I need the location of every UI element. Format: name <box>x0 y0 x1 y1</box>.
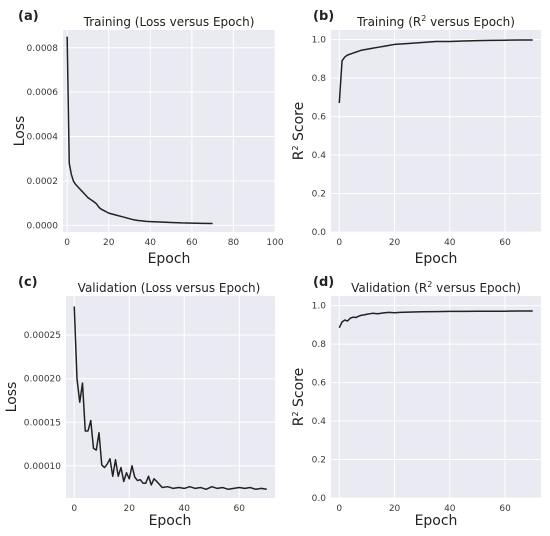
panel-d: (d) Validation (R2 versus Epoch) 0 20 40 60… <box>291 275 541 529</box>
x-axis-label-b: Epoch <box>415 251 458 267</box>
y-axis-label-b: R2 Score <box>291 102 307 161</box>
chart-title-d: Validation (R2 versus Epoch) <box>351 280 521 295</box>
y-tick-a-0: 0.0000 <box>27 221 59 231</box>
y-tick-labels-c: 0.00010 0.00015 0.00020 0.00025 <box>24 331 61 472</box>
x-tick-c-2: 40 <box>179 504 191 514</box>
panel-c: (c) Validation (Loss versus Epoch) 0 20 40… <box>4 275 275 529</box>
panel-a: (a) Training (Loss versus Epoch) 0 20 40 60… <box>12 9 284 267</box>
chart-title-b: Training (R2 versus Epoch) <box>356 14 515 29</box>
series-line-c-0 <box>73 306 267 491</box>
y-tick-labels-a: 0.0000 0.0002 0.0004 0.0006 0.0008 <box>27 44 59 232</box>
x-axis-label-c: Epoch <box>149 513 192 529</box>
y-axis-label-d: R2 Score <box>291 368 307 427</box>
y-tick-b-2: 0.4 <box>312 151 327 161</box>
series-lines-b <box>338 39 533 104</box>
y-tick-labels-b: 0.0 0.2 0.4 0.6 0.8 1.0 <box>312 36 327 238</box>
series-line-d-0 <box>338 310 533 329</box>
gridlines-b <box>331 30 541 233</box>
gridlines-a <box>63 30 276 232</box>
panel-label-b: (b) <box>313 9 334 24</box>
x-tick-c-0: 0 <box>71 504 77 514</box>
plot-area-a <box>63 30 275 232</box>
x-tick-c-1: 20 <box>124 504 136 514</box>
plot-area-c <box>66 296 275 498</box>
x-tick-b-2: 40 <box>444 238 456 248</box>
x-tick-d-0: 0 <box>336 504 342 514</box>
x-tick-a-3: 60 <box>186 238 198 248</box>
gridlines-d <box>331 296 541 499</box>
y-tick-b-4: 0.8 <box>312 74 327 84</box>
chart-title-a: Training (Loss versus Epoch) <box>83 15 255 29</box>
y-tick-a-2: 0.0004 <box>27 133 59 143</box>
y-tick-c-0: 0.00010 <box>24 462 61 472</box>
y-tick-c-3: 0.00025 <box>24 331 61 341</box>
x-axis-label-d: Epoch <box>415 513 458 529</box>
y-tick-d-5: 1.0 <box>312 302 327 312</box>
gridlines-c <box>66 296 275 498</box>
x-tick-a-2: 40 <box>145 238 157 248</box>
y-axis-label-a: Loss <box>12 116 28 147</box>
x-tick-d-1: 20 <box>389 504 401 514</box>
y-tick-b-1: 0.2 <box>312 190 326 200</box>
x-tick-labels-d: 0 20 40 60 <box>336 504 511 514</box>
x-tick-labels-c: 0 20 40 60 <box>71 504 245 514</box>
x-tick-labels-b: 0 20 40 60 <box>336 238 511 248</box>
plot-area-b <box>331 30 541 232</box>
y-tick-labels-d: 0.0 0.2 0.4 0.6 0.8 1.0 <box>312 302 327 504</box>
panel-b: (b) Training (R2 versus Epoch) 0 20 40 60 0… <box>291 9 541 267</box>
y-tick-c-2: 0.00020 <box>24 375 61 385</box>
y-tick-d-3: 0.6 <box>312 379 327 389</box>
x-tick-a-0: 0 <box>64 238 70 248</box>
y-tick-a-3: 0.0006 <box>27 88 59 98</box>
x-tick-labels-a: 0 20 40 60 80 100 <box>64 238 284 248</box>
x-axis-label-a: Epoch <box>148 251 191 267</box>
y-tick-a-1: 0.0002 <box>27 177 59 187</box>
x-tick-a-4: 80 <box>228 238 240 248</box>
y-tick-d-2: 0.4 <box>312 417 327 427</box>
panel-label-a: (a) <box>18 9 39 24</box>
y-tick-d-4: 0.8 <box>312 340 327 350</box>
y-axis-label-c: Loss <box>4 382 20 413</box>
plot-area-d <box>331 296 541 498</box>
series-line-b-0 <box>338 39 533 104</box>
x-tick-d-2: 40 <box>444 504 456 514</box>
series-lines-d <box>338 310 533 329</box>
y-tick-b-0: 0.0 <box>312 228 327 238</box>
y-tick-d-0: 0.0 <box>312 494 327 504</box>
series-lines-a <box>66 36 213 225</box>
y-tick-b-3: 0.6 <box>312 113 327 123</box>
x-tick-c-3: 60 <box>234 504 246 514</box>
x-tick-d-3: 60 <box>499 504 511 514</box>
panel-label-d: (d) <box>313 275 334 290</box>
x-tick-b-0: 0 <box>336 238 342 248</box>
x-tick-a-5: 100 <box>266 238 283 248</box>
x-tick-b-1: 20 <box>389 238 401 248</box>
y-tick-d-1: 0.2 <box>312 456 326 466</box>
x-tick-b-3: 60 <box>499 238 511 248</box>
x-tick-a-1: 20 <box>103 238 115 248</box>
panel-label-c: (c) <box>18 275 38 290</box>
y-tick-a-4: 0.0008 <box>27 44 59 54</box>
series-lines-c <box>73 306 267 491</box>
series-line-a-0 <box>66 36 213 225</box>
y-tick-c-1: 0.00015 <box>24 418 61 428</box>
chart-title-c: Validation (Loss versus Epoch) <box>78 281 261 295</box>
y-tick-b-5: 1.0 <box>312 36 327 46</box>
